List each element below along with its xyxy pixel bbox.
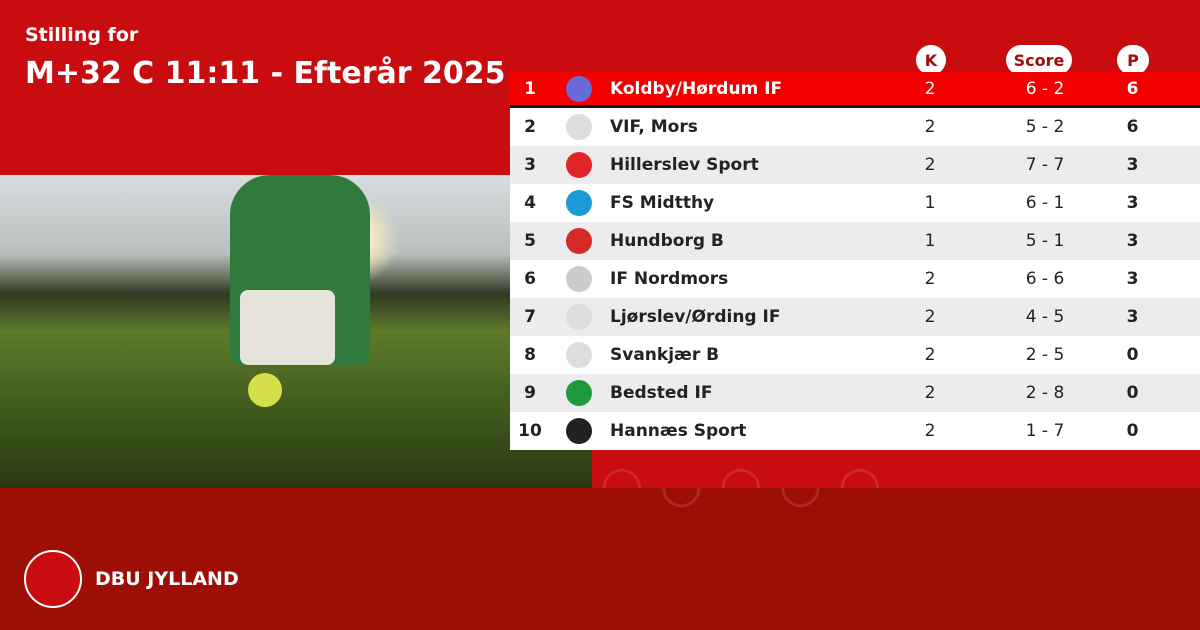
team-name: Ljørslev/Ørding IF [610,307,781,327]
goal-score: 7 - 7 [1025,155,1065,175]
column-header-p: P [1117,45,1149,75]
points: 3 [1126,155,1139,175]
team-name: VIF, Mors [610,117,698,137]
goal-score: 2 - 5 [1025,345,1065,365]
team-logo-icon [566,152,592,178]
position: 1 [524,78,536,99]
table-row[interactable]: 5 Hundborg B 1 5 - 1 3 [510,222,1200,260]
team-logo-icon [566,418,592,444]
points: 3 [1126,193,1139,213]
matches-played: 1 [924,231,936,251]
table-row[interactable]: 8 Svankjær B 2 2 - 5 0 [510,336,1200,374]
matches-played: 2 [924,78,936,99]
team-logo-icon [566,228,592,254]
football-photo [0,175,592,488]
team-logo-icon [566,266,592,292]
position: 8 [524,345,536,365]
points: 0 [1126,421,1139,441]
team-logo-icon [566,114,592,140]
team-name: Hannæs Sport [610,421,747,441]
goal-score: 6 - 2 [1025,78,1065,99]
goal-score: 5 - 2 [1025,117,1065,137]
team-name: Hundborg B [610,231,724,251]
points: 3 [1126,269,1139,289]
goal-score: 1 - 7 [1025,421,1065,441]
position: 5 [524,231,536,251]
footer-band [0,488,1200,630]
position: 3 [524,155,536,175]
page-title: M+32 C 11:11 - Efterår 2025 [25,56,506,91]
team-name: IF Nordmors [610,269,729,289]
team-logo-icon [566,304,592,330]
goal-score: 6 - 1 [1025,193,1065,213]
table-row[interactable]: 9 Bedsted IF 2 2 - 8 0 [510,374,1200,412]
position: 7 [524,307,536,327]
team-name: FS Midtthy [610,193,715,213]
page-subtitle: Stilling for [25,24,139,46]
position: 9 [524,383,536,403]
team-logo-icon [566,342,592,368]
team-logo-icon [566,380,592,406]
position: 6 [524,269,536,289]
points: 6 [1126,78,1139,99]
team-name: Bedsted IF [610,383,713,403]
position: 10 [518,421,542,441]
matches-played: 2 [924,155,936,175]
table-row[interactable]: 4 FS Midtthy 1 6 - 1 3 [510,184,1200,222]
points: 0 [1126,345,1139,365]
goal-score: 5 - 1 [1025,231,1065,251]
column-header-k: K [916,45,946,75]
points: 0 [1126,383,1139,403]
team-name: Hillerslev Sport [610,155,759,175]
points: 6 [1126,117,1139,137]
matches-played: 2 [924,383,936,403]
table-row[interactable]: 1 Koldby/Hørdum IF 2 6 - 2 6 [510,72,1200,108]
dbu-logo [24,550,82,608]
column-header-score: Score [1006,45,1072,75]
watermark-pattern: ◠ ◡ ◠ ◡ ◠ [600,455,882,513]
matches-played: 2 [924,307,936,327]
points: 3 [1126,231,1139,251]
table-row[interactable]: 10 Hannæs Sport 2 1 - 7 0 [510,412,1200,450]
team-name: Svankjær B [610,345,720,365]
matches-played: 2 [924,269,936,289]
team-logo-icon [566,75,592,102]
table-row[interactable]: 7 Ljørslev/Ørding IF 2 4 - 5 3 [510,298,1200,336]
position: 2 [524,117,536,137]
goal-score: 2 - 8 [1025,383,1065,403]
footer-brand: DBU JYLLAND [95,568,239,590]
goal-score: 4 - 5 [1025,307,1065,327]
position: 4 [524,193,536,213]
matches-played: 2 [924,117,936,137]
team-logo-icon [566,190,592,216]
goal-score: 6 - 6 [1025,269,1065,289]
points: 3 [1126,307,1139,327]
matches-played: 2 [924,345,936,365]
table-row[interactable]: 2 VIF, Mors 2 5 - 2 6 [510,108,1200,146]
matches-played: 2 [924,421,936,441]
matches-played: 1 [924,193,936,213]
table-row[interactable]: 6 IF Nordmors 2 6 - 6 3 [510,260,1200,298]
table-row[interactable]: 3 Hillerslev Sport 2 7 - 7 3 [510,146,1200,184]
team-name: Koldby/Hørdum IF [610,78,783,99]
